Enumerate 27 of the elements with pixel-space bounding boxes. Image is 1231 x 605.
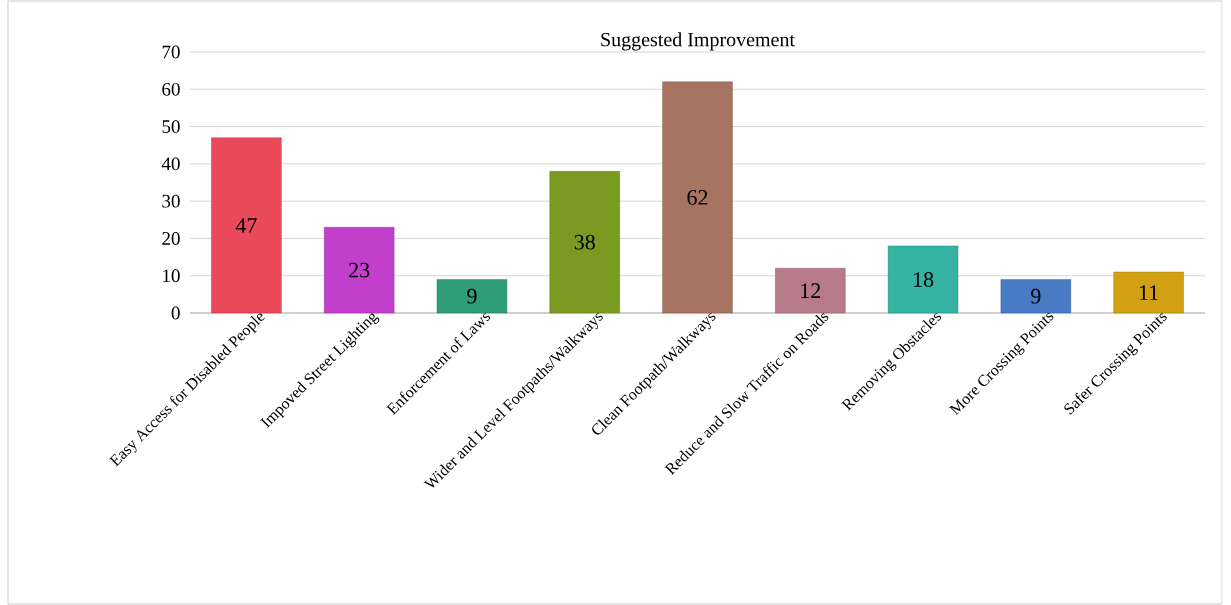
data-label: 47 — [235, 218, 257, 233]
y-tick-label: 30 — [162, 194, 180, 208]
data-label: 38 — [574, 234, 595, 250]
bar — [1113, 271, 1184, 314]
bar — [775, 268, 846, 314]
y-tick-label: 10 — [163, 269, 180, 283]
bar — [211, 137, 282, 314]
y-tick-label: 40 — [161, 157, 180, 171]
data-label: 9 — [1031, 288, 1041, 304]
y-tick-label: 70 — [162, 45, 180, 59]
bar — [1000, 279, 1072, 314]
bar — [887, 245, 959, 314]
y-tick-label: 60 — [162, 82, 180, 96]
data-label: 23 — [349, 262, 370, 278]
bar — [436, 279, 508, 314]
data-label: 11 — [1139, 285, 1158, 300]
data-label: 18 — [913, 272, 934, 287]
chart-title: Suggested Improvement — [601, 32, 795, 51]
bar — [324, 227, 395, 314]
y-tick-label: 50 — [162, 120, 180, 133]
data-label: 9 — [467, 288, 477, 304]
y-tick-label: 0 — [171, 306, 180, 320]
data-label: 12 — [801, 283, 821, 298]
bar — [549, 171, 620, 314]
data-label: 62 — [687, 190, 708, 205]
y-tick-label: 20 — [162, 232, 180, 245]
bar — [662, 81, 733, 314]
